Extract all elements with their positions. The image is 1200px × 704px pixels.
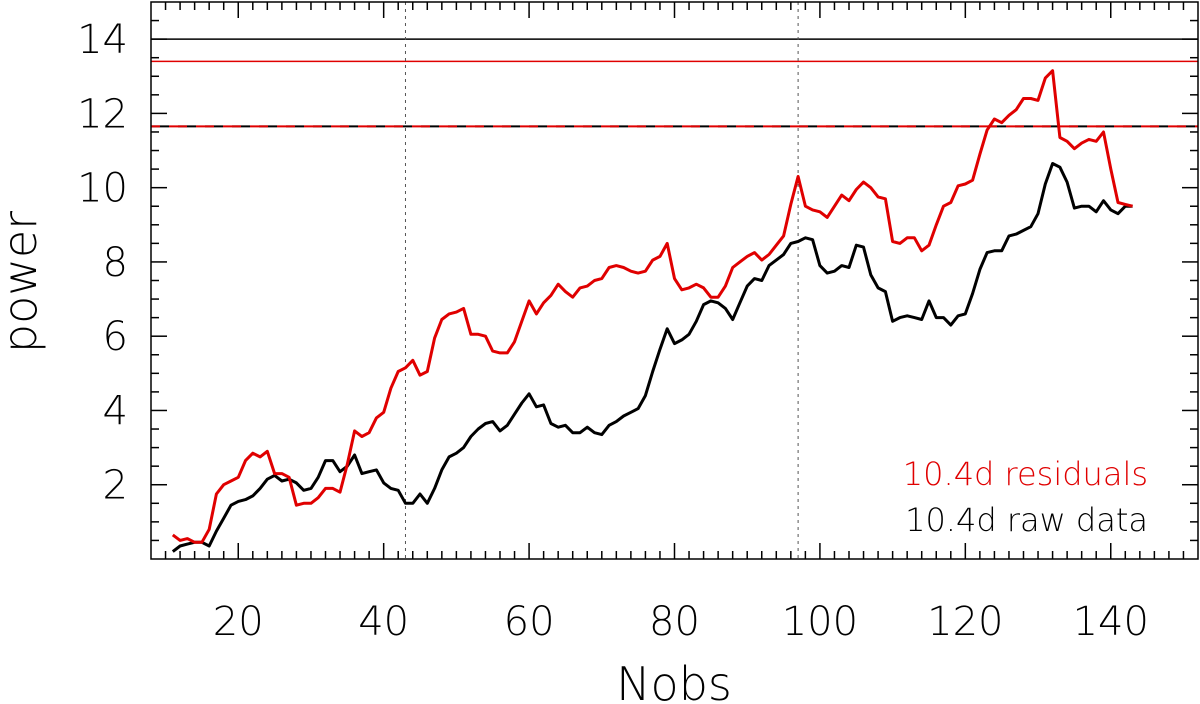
x-tick-label: 140 <box>1073 599 1149 645</box>
tick-labels: 20 40 60 80 100 120 140 2 4 6 8 10 12 14 <box>77 17 1149 645</box>
x-tick-label: 100 <box>782 599 858 645</box>
x-tick-label: 20 <box>213 599 264 645</box>
series-line-0 <box>171 69 1133 544</box>
y-axis-label: power <box>0 211 47 353</box>
y-tick-label: 8 <box>103 240 128 286</box>
reference-lines <box>151 2 1198 559</box>
y-tick-label: 4 <box>103 388 128 434</box>
x-tick-label: 120 <box>927 599 1003 645</box>
x-tick-label: 40 <box>358 599 409 645</box>
y-tick-label: 6 <box>103 314 128 360</box>
x-axis-label: Nobs <box>616 657 732 704</box>
y-tick-label: 2 <box>103 463 128 509</box>
axis-ticks <box>151 2 1198 559</box>
x-tick-label: 60 <box>504 599 555 645</box>
series-layer <box>171 69 1133 553</box>
y-tick-label: 12 <box>77 91 128 137</box>
plot-frame <box>150 1 1199 560</box>
legend-label-residuals: 10.4d residuals <box>903 455 1148 493</box>
y-tick-label: 14 <box>77 17 128 63</box>
y-tick-label: 10 <box>77 166 128 212</box>
legend-label-raw-data: 10.4d raw data <box>905 501 1148 539</box>
legend: 10.4d residuals 10.4d raw data <box>903 455 1148 539</box>
x-tick-label: 80 <box>649 599 700 645</box>
series-line-1 <box>171 162 1133 553</box>
